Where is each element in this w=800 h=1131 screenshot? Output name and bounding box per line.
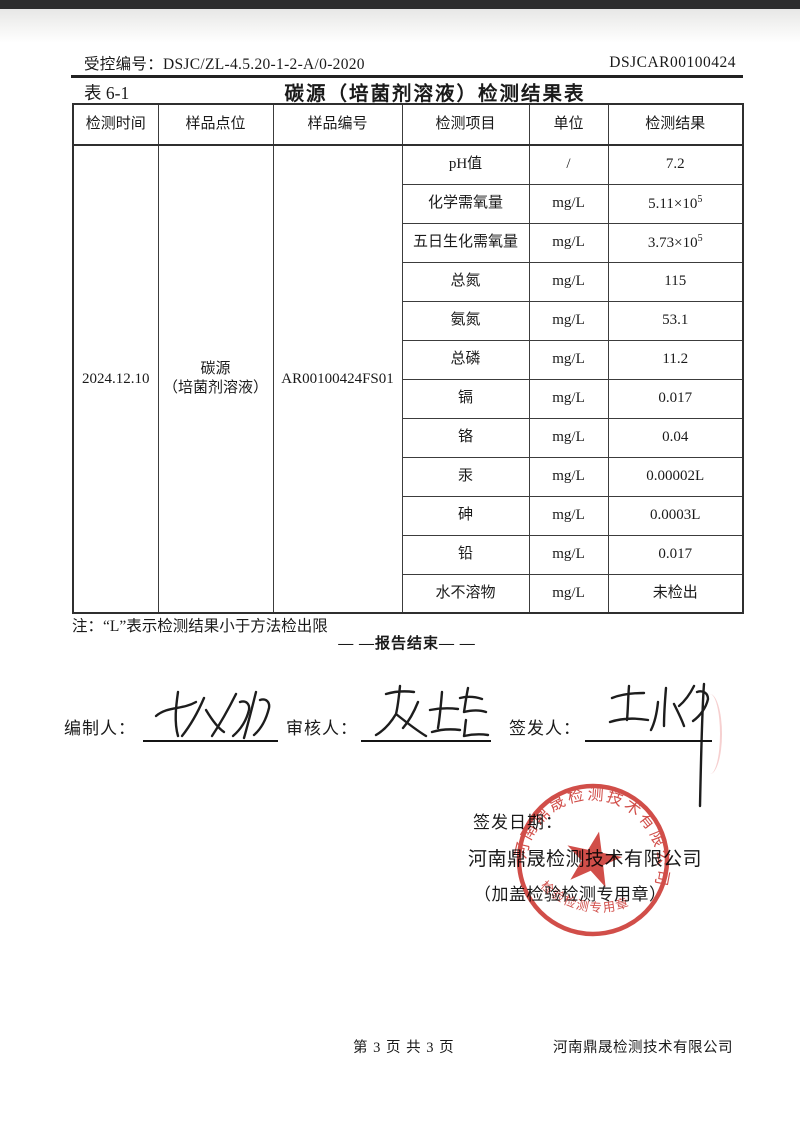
result-value: 3.73×10 <box>647 234 698 251</box>
header-test-item: 检测项目 <box>401 103 530 146</box>
issued-by-line <box>585 740 712 742</box>
unit-cell: mg/L <box>528 378 609 419</box>
unit-cell: mg/L <box>528 534 609 575</box>
result-cell: 0.0003L <box>607 495 744 536</box>
test-item-cell: 水不溶物 <box>401 573 530 614</box>
test-item-cell: 总磷 <box>401 339 530 380</box>
table-row: 2024.12.10 碳源 （培菌剂溶液） AR00100424FS01 pH值… <box>72 144 744 614</box>
result-exponent: 5 <box>697 232 703 244</box>
table-row: 铬 mg/L 0.04 <box>73 417 744 458</box>
result-cell: 5.11×105 <box>607 183 744 224</box>
prepared-by-label: 编制人： <box>64 719 136 738</box>
footer-company-name: 河南鼎晟检测技术有限公司 <box>553 1040 733 1056</box>
unit-cell: mg/L <box>528 495 609 536</box>
seal-note: （加盖检验检测专用章） <box>474 885 667 904</box>
sample-code-cell: AR00100424FS01 <box>272 144 403 614</box>
footer-page-number: 第 3 页 共 3 页 <box>353 1040 455 1056</box>
scan-edge-shadow <box>0 0 800 9</box>
footnote: 注：“L”表示检测结果小于方法检出限 <box>72 618 328 635</box>
sample-location-line2: （培菌剂溶液） <box>162 380 268 396</box>
test-item-cell: 汞 <box>401 456 530 497</box>
table-header-row: 检测时间 样品点位 样品编号 检测项目 单位 检测结果 <box>72 103 744 146</box>
unit-cell: mg/L <box>528 300 609 341</box>
table-row: 总磷 mg/L 11.2 <box>73 339 744 380</box>
header-detect-time: 检测时间 <box>72 103 159 146</box>
result-cell: 115 <box>607 261 744 302</box>
table-row: 总氮 mg/L 115 <box>73 261 744 302</box>
result-cell: 7.2 <box>607 144 744 185</box>
result-cell: 0.017 <box>607 378 744 419</box>
issued-by-label: 签发人： <box>509 719 581 738</box>
detect-time-cell: 2024.12.10 <box>72 144 159 614</box>
unit-cell: mg/L <box>528 222 609 263</box>
test-item-cell: 铬 <box>401 417 530 458</box>
result-cell: 0.04 <box>607 417 744 458</box>
result-value: 5.11×10 <box>648 195 698 212</box>
table-row: 砷 mg/L 0.0003L <box>73 495 744 536</box>
unit-cell: mg/L <box>528 417 609 458</box>
result-cell: 0.017 <box>607 534 744 575</box>
unit-cell: mg/L <box>528 456 609 497</box>
unit-cell: / <box>528 144 609 185</box>
test-item-cell: 氨氮 <box>401 300 530 341</box>
controlled-number-line: 受控编号：DSJC/ZL-4.5.20-1-2-A/0-2020 <box>84 52 365 74</box>
table-row: 五日生化需氧量 mg/L 3.73×105 <box>73 222 744 263</box>
stamp-star-icon <box>567 831 623 888</box>
page-title: 碳源（培菌剂溶液）检测结果表 <box>284 84 586 105</box>
result-cell: 0.00002L <box>607 456 744 497</box>
header-sample-code: 样品编号 <box>272 103 403 146</box>
test-item-cell: 铅 <box>401 534 530 575</box>
header-divider <box>71 75 743 78</box>
issue-date-label: 签发日期： <box>473 813 563 832</box>
table-row: 铅 mg/L 0.017 <box>73 534 744 575</box>
reviewed-by-label: 审核人： <box>286 719 358 738</box>
header-result: 检测结果 <box>607 103 744 146</box>
result-exponent: 5 <box>697 193 703 205</box>
result-cell: 53.1 <box>607 300 744 341</box>
sample-location-line1: 碳源 <box>200 361 231 378</box>
header-sample-location: 样品点位 <box>157 103 274 146</box>
reviewed-by-signature <box>374 684 490 738</box>
table-row: 汞 mg/L 0.00002L <box>73 456 744 497</box>
test-item-cell: 化学需氧量 <box>401 183 530 224</box>
scan-gradient-band <box>0 9 800 43</box>
test-item-cell: 总氮 <box>401 261 530 302</box>
result-cell: 11.2 <box>607 339 744 380</box>
company-seal-stamp: 河南鼎晟检测技术有限公司 检验检测专用章 <box>512 779 674 937</box>
result-cell: 未检出 <box>607 573 744 614</box>
reviewed-by-line <box>361 740 491 742</box>
table-row: 水不溶物 mg/L 未检出 <box>73 573 744 614</box>
result-table: 检测时间 样品点位 样品编号 检测项目 单位 检测结果 2024.12.10 碳… <box>72 103 744 614</box>
test-item-cell: 砷 <box>401 495 530 536</box>
unit-cell: mg/L <box>528 261 609 302</box>
issued-by-signature <box>608 682 710 808</box>
controlled-number-value: DSJC/ZL-4.5.20-1-2-A/0-2020 <box>163 56 365 73</box>
table-row: 镉 mg/L 0.017 <box>73 378 744 419</box>
sample-location-cell: 碳源 （培菌剂溶液） <box>157 144 274 614</box>
test-item-cell: 镉 <box>401 378 530 419</box>
header-unit: 单位 <box>528 103 609 146</box>
controlled-number-label: 受控编号： <box>84 56 164 73</box>
table-number: 表 6-1 <box>84 83 130 103</box>
unit-cell: mg/L <box>528 573 609 614</box>
report-end-marker: — —报告结束— — <box>338 636 476 652</box>
test-item-cell: pH值 <box>401 144 530 185</box>
unit-cell: mg/L <box>528 339 609 380</box>
unit-cell: mg/L <box>528 183 609 224</box>
prepared-by-line <box>143 740 278 742</box>
result-cell: 3.73×105 <box>607 222 744 263</box>
stamp-bleed-mark <box>698 694 722 774</box>
report-number: DSJCAR00100424 <box>609 54 736 71</box>
test-item-cell: 五日生化需氧量 <box>401 222 530 263</box>
stamp-bottom-text: 检验检测专用章 <box>535 876 634 923</box>
stamp-ring <box>516 783 670 937</box>
prepared-by-signature <box>154 690 271 740</box>
